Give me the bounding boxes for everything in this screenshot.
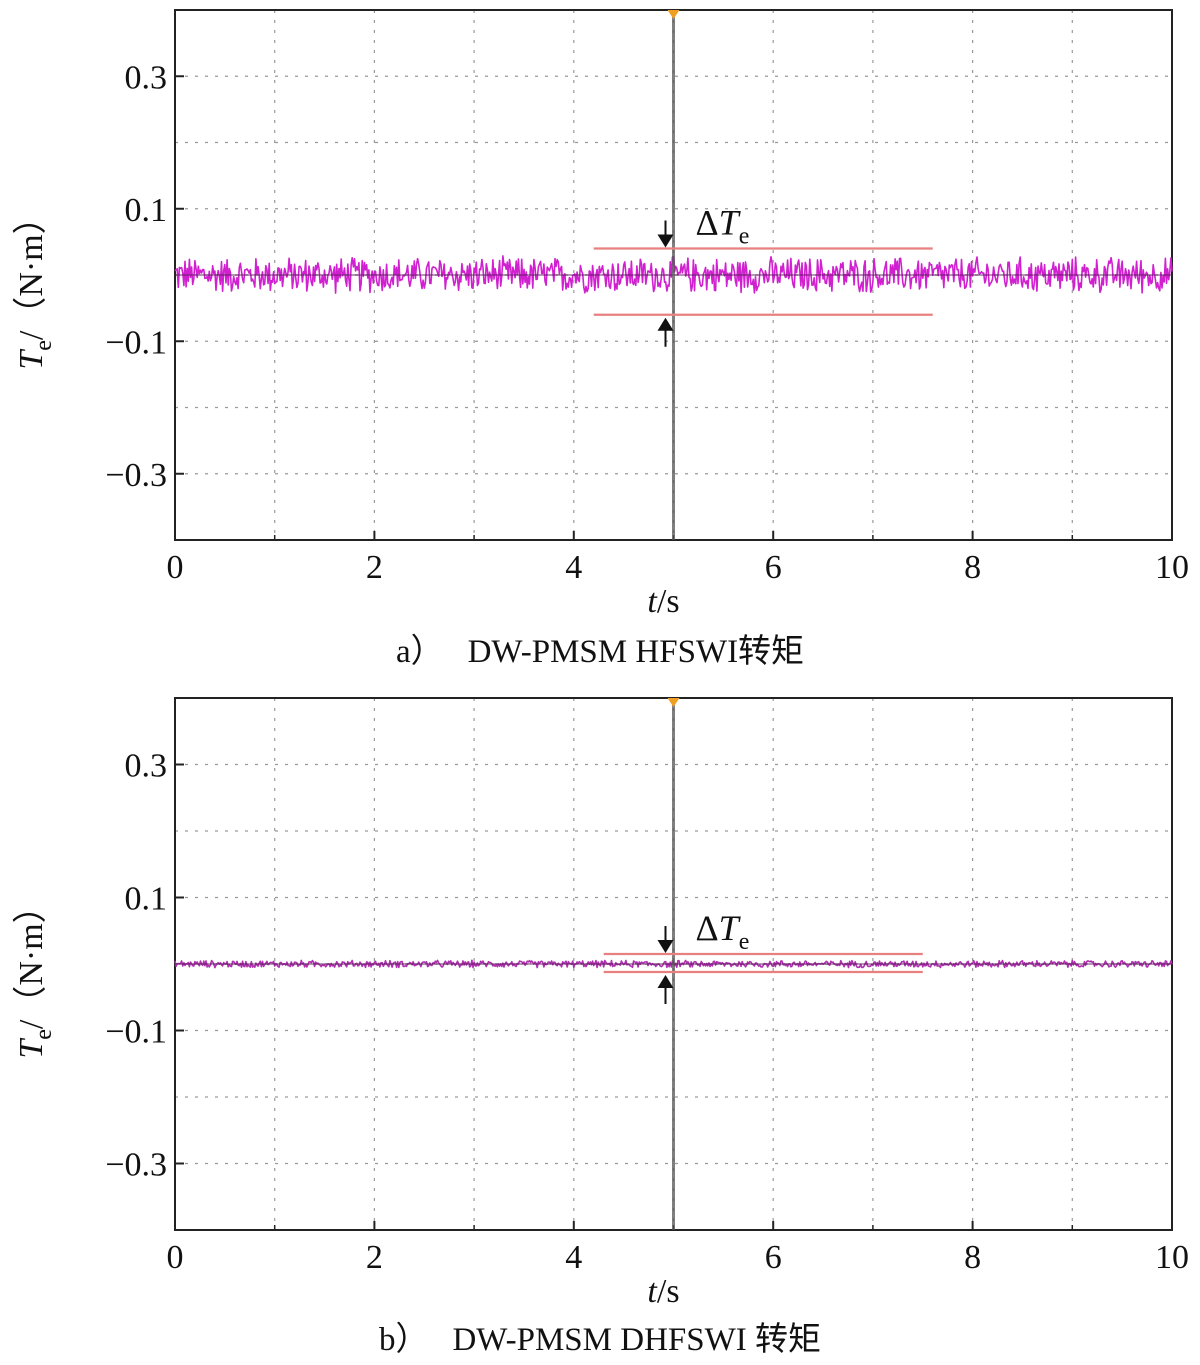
x-axis-unit: /s	[657, 1273, 680, 1310]
cursor-marker	[667, 698, 680, 707]
y-tick-label: −0.3	[105, 457, 167, 494]
y-tick-label: 0.3	[125, 748, 168, 785]
x-tick-label: 6	[765, 549, 782, 586]
chart-caption: b） DW-PMSM DHFSWI 转矩	[379, 1321, 821, 1358]
x-tick-label: 0	[167, 1239, 184, 1276]
y-tick-label: 0.3	[125, 59, 168, 96]
x-tick-label: 2	[366, 1239, 383, 1276]
y-axis-unit: /（N·m）	[12, 200, 50, 340]
y-tick-label: −0.3	[105, 1147, 167, 1184]
caption-prefix: b）	[379, 1322, 429, 1358]
y-tick-label: −0.1	[105, 324, 167, 361]
x-tick-label: 10	[1155, 1239, 1189, 1276]
y-axis-subscript: e	[31, 1029, 57, 1040]
delta-te-subscript: e	[739, 929, 750, 955]
y-axis-title: Te/（N·m）	[12, 889, 57, 1058]
cursor-marker	[667, 10, 680, 19]
y-axis-symbol: T	[13, 1038, 50, 1059]
y-tick-label: −0.1	[105, 1014, 167, 1051]
x-tick-label: 2	[366, 549, 383, 586]
x-tick-label: 8	[964, 549, 981, 586]
x-axis-title: t/s	[647, 1273, 679, 1310]
y-axis-symbol: T	[13, 349, 50, 370]
delta-arrow-down-icon	[657, 940, 674, 954]
chart-caption: a） DW-PMSM HFSWI转矩	[396, 633, 804, 670]
x-axis-symbol: t	[647, 583, 658, 620]
delta-te-label: ΔTe	[696, 908, 750, 955]
delta-symbol: Δ	[696, 908, 719, 948]
delta-arrow-down-icon	[657, 234, 674, 248]
x-tick-label: 8	[964, 1239, 981, 1276]
caption-title: DW-PMSM HFSWI转矩	[468, 633, 804, 670]
x-tick-label: 6	[765, 1239, 782, 1276]
x-axis-title: t/s	[647, 583, 679, 620]
delta-arrow-up-icon	[657, 317, 674, 331]
x-tick-label: 10	[1155, 549, 1189, 586]
delta-te-symbol: T	[719, 203, 742, 243]
x-tick-label: 4	[565, 549, 582, 586]
x-tick-label: 0	[167, 549, 184, 586]
delta-te-subscript: e	[739, 224, 750, 250]
caption-prefix: a）	[396, 634, 444, 670]
caption-title: DW-PMSM DHFSWI 转矩	[452, 1321, 821, 1358]
x-tick-label: 4	[565, 1239, 582, 1276]
y-axis-subscript: e	[31, 340, 57, 351]
delta-te-label: ΔTe	[696, 203, 750, 250]
x-axis-symbol: t	[647, 1273, 658, 1310]
y-tick-label: 0.1	[125, 881, 168, 918]
y-axis-title: Te/（N·m）	[12, 200, 57, 369]
delta-te-symbol: T	[719, 908, 742, 948]
y-axis-unit: /（N·m）	[12, 889, 50, 1029]
delta-symbol: Δ	[696, 203, 719, 243]
x-axis-unit: /s	[657, 583, 680, 620]
delta-arrow-up-icon	[657, 974, 674, 988]
y-tick-label: 0.1	[125, 192, 168, 229]
